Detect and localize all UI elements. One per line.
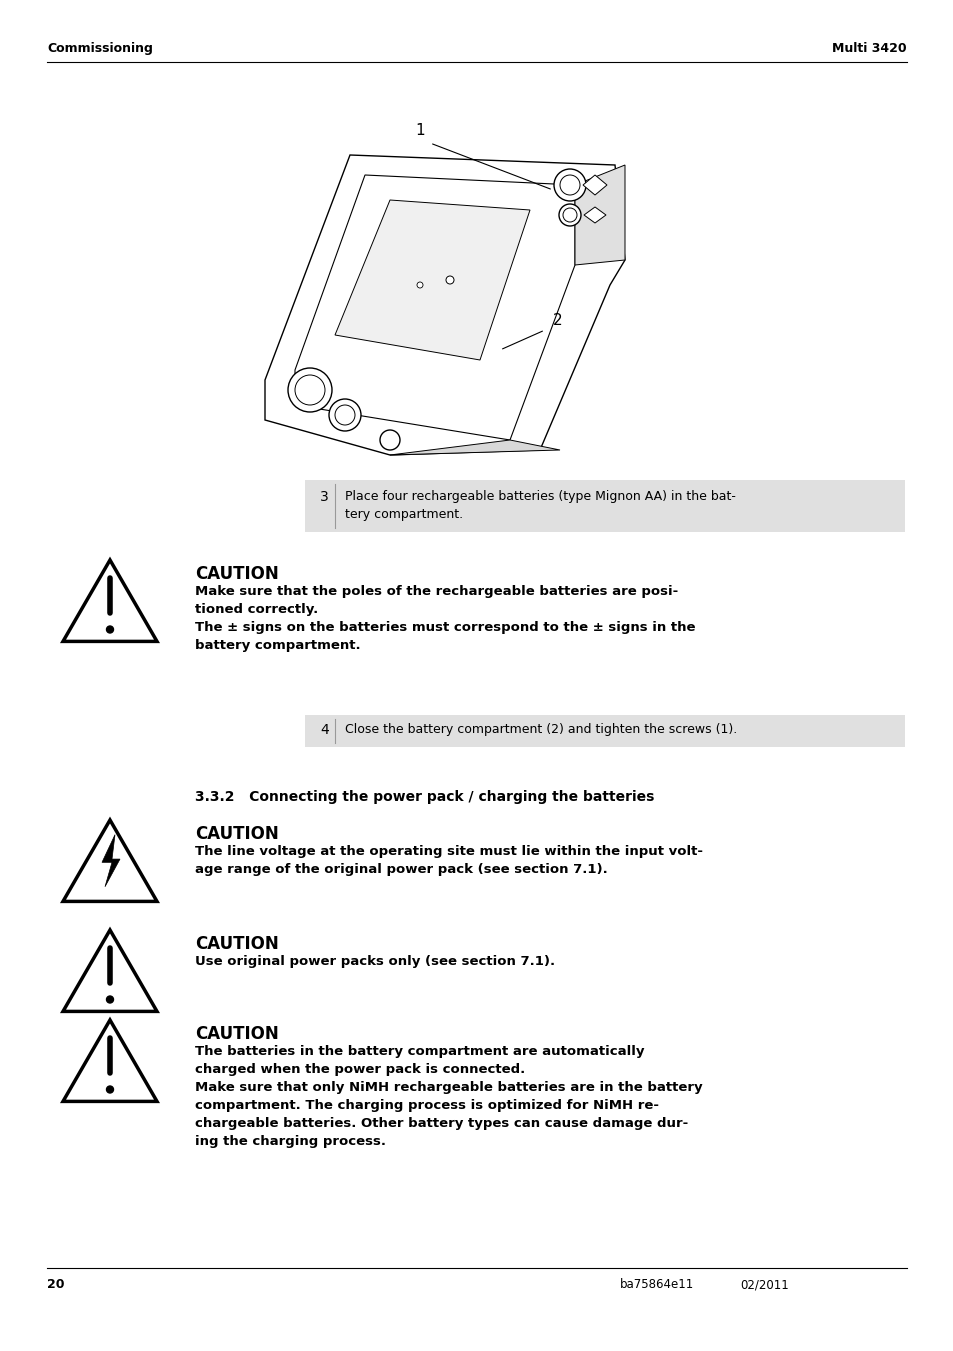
Text: compartment. The charging process is optimized for NiMH re-: compartment. The charging process is opt… (194, 1098, 659, 1112)
Circle shape (329, 399, 360, 431)
Text: 3: 3 (319, 490, 329, 504)
Text: battery compartment.: battery compartment. (194, 639, 360, 653)
Text: The line voltage at the operating site must lie within the input volt-: The line voltage at the operating site m… (194, 844, 702, 858)
FancyBboxPatch shape (305, 715, 904, 747)
Polygon shape (102, 835, 120, 886)
Circle shape (107, 1086, 113, 1093)
Text: Place four rechargeable batteries (type Mignon AA) in the bat-
tery compartment.: Place four rechargeable batteries (type … (345, 490, 735, 521)
FancyBboxPatch shape (305, 480, 904, 532)
Circle shape (559, 176, 579, 195)
Circle shape (416, 282, 422, 288)
Text: Commissioning: Commissioning (47, 42, 152, 55)
Polygon shape (63, 820, 157, 901)
Circle shape (335, 405, 355, 426)
Polygon shape (335, 200, 530, 359)
Text: The ± signs on the batteries must correspond to the ± signs in the: The ± signs on the batteries must corres… (194, 621, 695, 634)
Circle shape (379, 430, 399, 450)
Polygon shape (583, 207, 605, 223)
Polygon shape (63, 929, 157, 1012)
Text: 1: 1 (415, 123, 424, 138)
Text: 20: 20 (47, 1278, 65, 1292)
Circle shape (562, 208, 577, 222)
Text: CAUTION: CAUTION (194, 935, 278, 952)
Text: The batteries in the battery compartment are automatically: The batteries in the battery compartment… (194, 1046, 644, 1058)
Polygon shape (390, 440, 559, 455)
Text: Close the battery compartment (2) and tighten the screws (1).: Close the battery compartment (2) and ti… (345, 723, 737, 736)
Circle shape (294, 376, 325, 405)
Text: charged when the power pack is connected.: charged when the power pack is connected… (194, 1063, 525, 1075)
Text: Make sure that only NiMH rechargeable batteries are in the battery: Make sure that only NiMH rechargeable ba… (194, 1081, 702, 1094)
Text: ba75864e11: ba75864e11 (619, 1278, 694, 1292)
Polygon shape (294, 176, 575, 440)
Text: CAUTION: CAUTION (194, 1025, 278, 1043)
Text: CAUTION: CAUTION (194, 565, 278, 584)
Circle shape (288, 367, 332, 412)
Text: 3.3.2   Connecting the power pack / charging the batteries: 3.3.2 Connecting the power pack / chargi… (194, 790, 654, 804)
Text: 2: 2 (553, 313, 562, 328)
Polygon shape (63, 561, 157, 642)
Text: age range of the original power pack (see section 7.1).: age range of the original power pack (se… (194, 863, 607, 875)
Text: 02/2011: 02/2011 (740, 1278, 788, 1292)
Circle shape (554, 169, 585, 201)
Circle shape (558, 204, 580, 226)
Text: chargeable batteries. Other battery types can cause damage dur-: chargeable batteries. Other battery type… (194, 1117, 687, 1129)
Polygon shape (582, 176, 606, 195)
Text: Make sure that the poles of the rechargeable batteries are posi-: Make sure that the poles of the recharge… (194, 585, 678, 598)
Text: ing the charging process.: ing the charging process. (194, 1135, 386, 1148)
Polygon shape (63, 1020, 157, 1101)
Text: 4: 4 (319, 723, 329, 738)
Circle shape (107, 996, 113, 1002)
Polygon shape (265, 155, 624, 455)
Polygon shape (575, 165, 624, 265)
Text: CAUTION: CAUTION (194, 825, 278, 843)
Text: Use original power packs only (see section 7.1).: Use original power packs only (see secti… (194, 955, 555, 969)
Text: Multi 3420: Multi 3420 (832, 42, 906, 55)
Circle shape (446, 276, 454, 284)
Text: tioned correctly.: tioned correctly. (194, 603, 318, 616)
Circle shape (107, 626, 113, 634)
